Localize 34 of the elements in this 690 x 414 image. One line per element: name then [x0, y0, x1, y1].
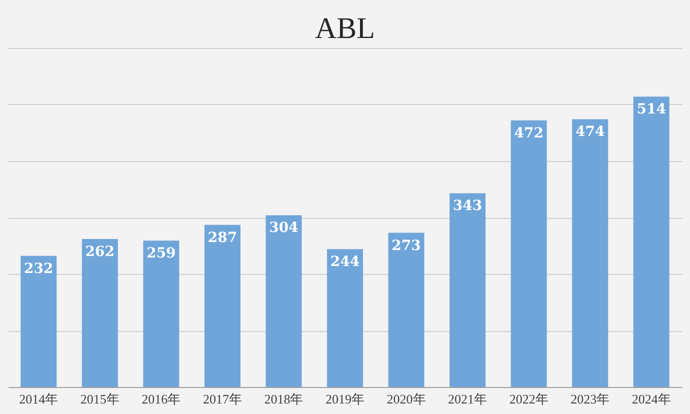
- x-tick-label: 2022年: [509, 392, 548, 406]
- data-label: 287: [208, 230, 238, 246]
- data-label: 259: [146, 246, 176, 262]
- data-label: 262: [85, 244, 115, 260]
- x-tick-label: 2021年: [448, 392, 488, 406]
- data-label: 273: [392, 238, 421, 254]
- bar: [143, 240, 180, 387]
- data-label: 514: [636, 102, 666, 118]
- bar: [572, 119, 608, 387]
- x-tick-label: 2023年: [570, 392, 610, 406]
- x-tick-label: 2017年: [202, 392, 242, 406]
- x-tick-label: 2024年: [632, 392, 671, 406]
- x-tick-label: 2018年: [264, 392, 304, 406]
- bar: [327, 249, 363, 387]
- bar: [266, 215, 302, 387]
- data-label: 232: [24, 260, 54, 277]
- bar: [633, 96, 670, 387]
- x-tick-label: 2016年: [142, 392, 181, 406]
- x-tick-label: 2020年: [386, 392, 426, 406]
- data-label: 304: [269, 220, 299, 236]
- bar: [82, 238, 118, 387]
- bar: [388, 232, 424, 387]
- x-tick-label: 2015年: [80, 392, 120, 406]
- bar: [510, 120, 547, 387]
- data-label: 474: [575, 124, 605, 140]
- x-tick-label: 2014年: [19, 392, 58, 406]
- chart-title: ABL: [315, 12, 375, 45]
- data-label: 472: [514, 125, 544, 142]
- bar: [20, 256, 57, 387]
- data-label: 244: [330, 254, 360, 270]
- x-tick-label: 2019年: [326, 392, 364, 406]
- data-label: 343: [452, 198, 482, 214]
- bar: [204, 224, 240, 387]
- bar: [450, 193, 486, 387]
